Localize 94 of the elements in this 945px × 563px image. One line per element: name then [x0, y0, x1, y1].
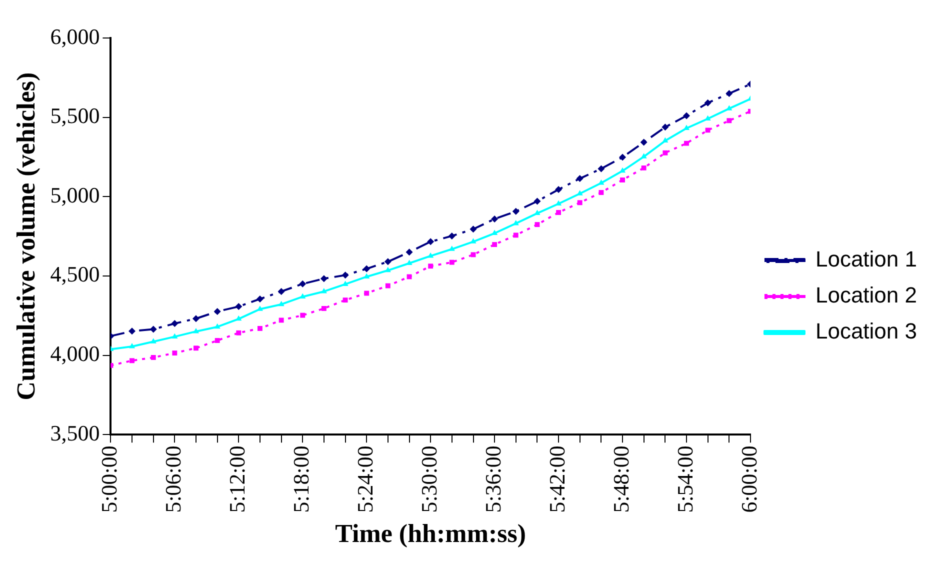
x-tick-label: 5:24:00 [352, 446, 378, 513]
point [704, 99, 712, 106]
point [278, 300, 284, 306]
point [278, 318, 284, 323]
point [556, 210, 562, 215]
point [619, 167, 626, 173]
point [428, 264, 434, 269]
point [705, 128, 710, 133]
point [492, 242, 498, 248]
point [150, 326, 157, 333]
point [406, 274, 412, 280]
point [278, 288, 285, 295]
legend-label: Location 2 [815, 282, 918, 308]
point [555, 186, 562, 193]
point [620, 178, 625, 182]
x-tick-label: 5:36:00 [480, 446, 506, 513]
point [684, 140, 689, 146]
point [577, 200, 582, 206]
point [641, 165, 646, 170]
point [662, 150, 668, 156]
x-tick-label: 5:54:00 [672, 446, 698, 513]
point [150, 355, 156, 360]
point [683, 112, 690, 120]
point [406, 248, 413, 256]
point [384, 266, 391, 272]
point [576, 175, 584, 182]
point [448, 232, 456, 240]
point [427, 238, 434, 246]
point [662, 137, 668, 143]
point [300, 312, 306, 318]
point [384, 258, 392, 266]
point [257, 326, 262, 331]
point [363, 265, 370, 272]
x-tick-label: 5:42:00 [544, 446, 570, 513]
point [342, 298, 348, 303]
point [726, 118, 732, 124]
point [513, 232, 518, 238]
point [214, 338, 220, 343]
point [299, 280, 306, 288]
point [662, 124, 669, 131]
point [491, 215, 498, 222]
point [214, 308, 221, 315]
point [320, 275, 328, 282]
point [192, 328, 200, 334]
point [683, 124, 690, 130]
y-tick-label: 5,500 [50, 103, 100, 128]
x-tick-label: 5:30:00 [416, 446, 442, 513]
point [342, 272, 349, 279]
point [640, 138, 648, 146]
point [171, 320, 178, 328]
x-tick-label: 5:48:00 [608, 446, 634, 513]
point [194, 346, 198, 351]
point [235, 303, 242, 310]
point [619, 154, 626, 161]
x-tick-label: 5:12:00 [224, 446, 250, 513]
point [150, 338, 156, 344]
point [428, 252, 434, 258]
point [172, 333, 178, 338]
y-axis-title: Cumulative volume (vehicles) [11, 72, 40, 400]
point [130, 358, 134, 364]
point [449, 260, 454, 265]
x-tick-label: 5:00:00 [96, 446, 122, 513]
point [534, 222, 540, 228]
point [321, 306, 326, 311]
point [128, 328, 136, 335]
point [598, 165, 605, 172]
y-tick-label: 5,000 [50, 182, 100, 208]
point [470, 226, 477, 233]
point [534, 198, 541, 205]
y-tick-label: 4,000 [50, 341, 100, 366]
y-tick-label: 3,500 [50, 420, 100, 446]
x-axis-title: Time (hh:mm:ss) [335, 519, 526, 548]
point [598, 190, 604, 195]
point [214, 323, 220, 329]
point [236, 330, 242, 336]
point [236, 315, 242, 321]
point [726, 90, 733, 98]
point [192, 315, 200, 322]
x-tick-label: 5:06:00 [160, 446, 186, 513]
x-tick-label: 5:18:00 [288, 446, 314, 513]
point [640, 153, 647, 158]
y-tick-label: 4,500 [50, 262, 100, 287]
point [172, 350, 178, 356]
point [256, 295, 264, 302]
x-tick-label: 6:00:00 [736, 446, 762, 513]
point [128, 343, 136, 348]
point [556, 200, 562, 206]
y-tick-label: 6,000 [50, 24, 100, 49]
legend-label: Location 3 [815, 318, 918, 344]
point [512, 208, 520, 215]
point [385, 283, 390, 288]
point [364, 290, 370, 296]
legend-label: Location 1 [815, 246, 918, 272]
point [470, 252, 476, 258]
